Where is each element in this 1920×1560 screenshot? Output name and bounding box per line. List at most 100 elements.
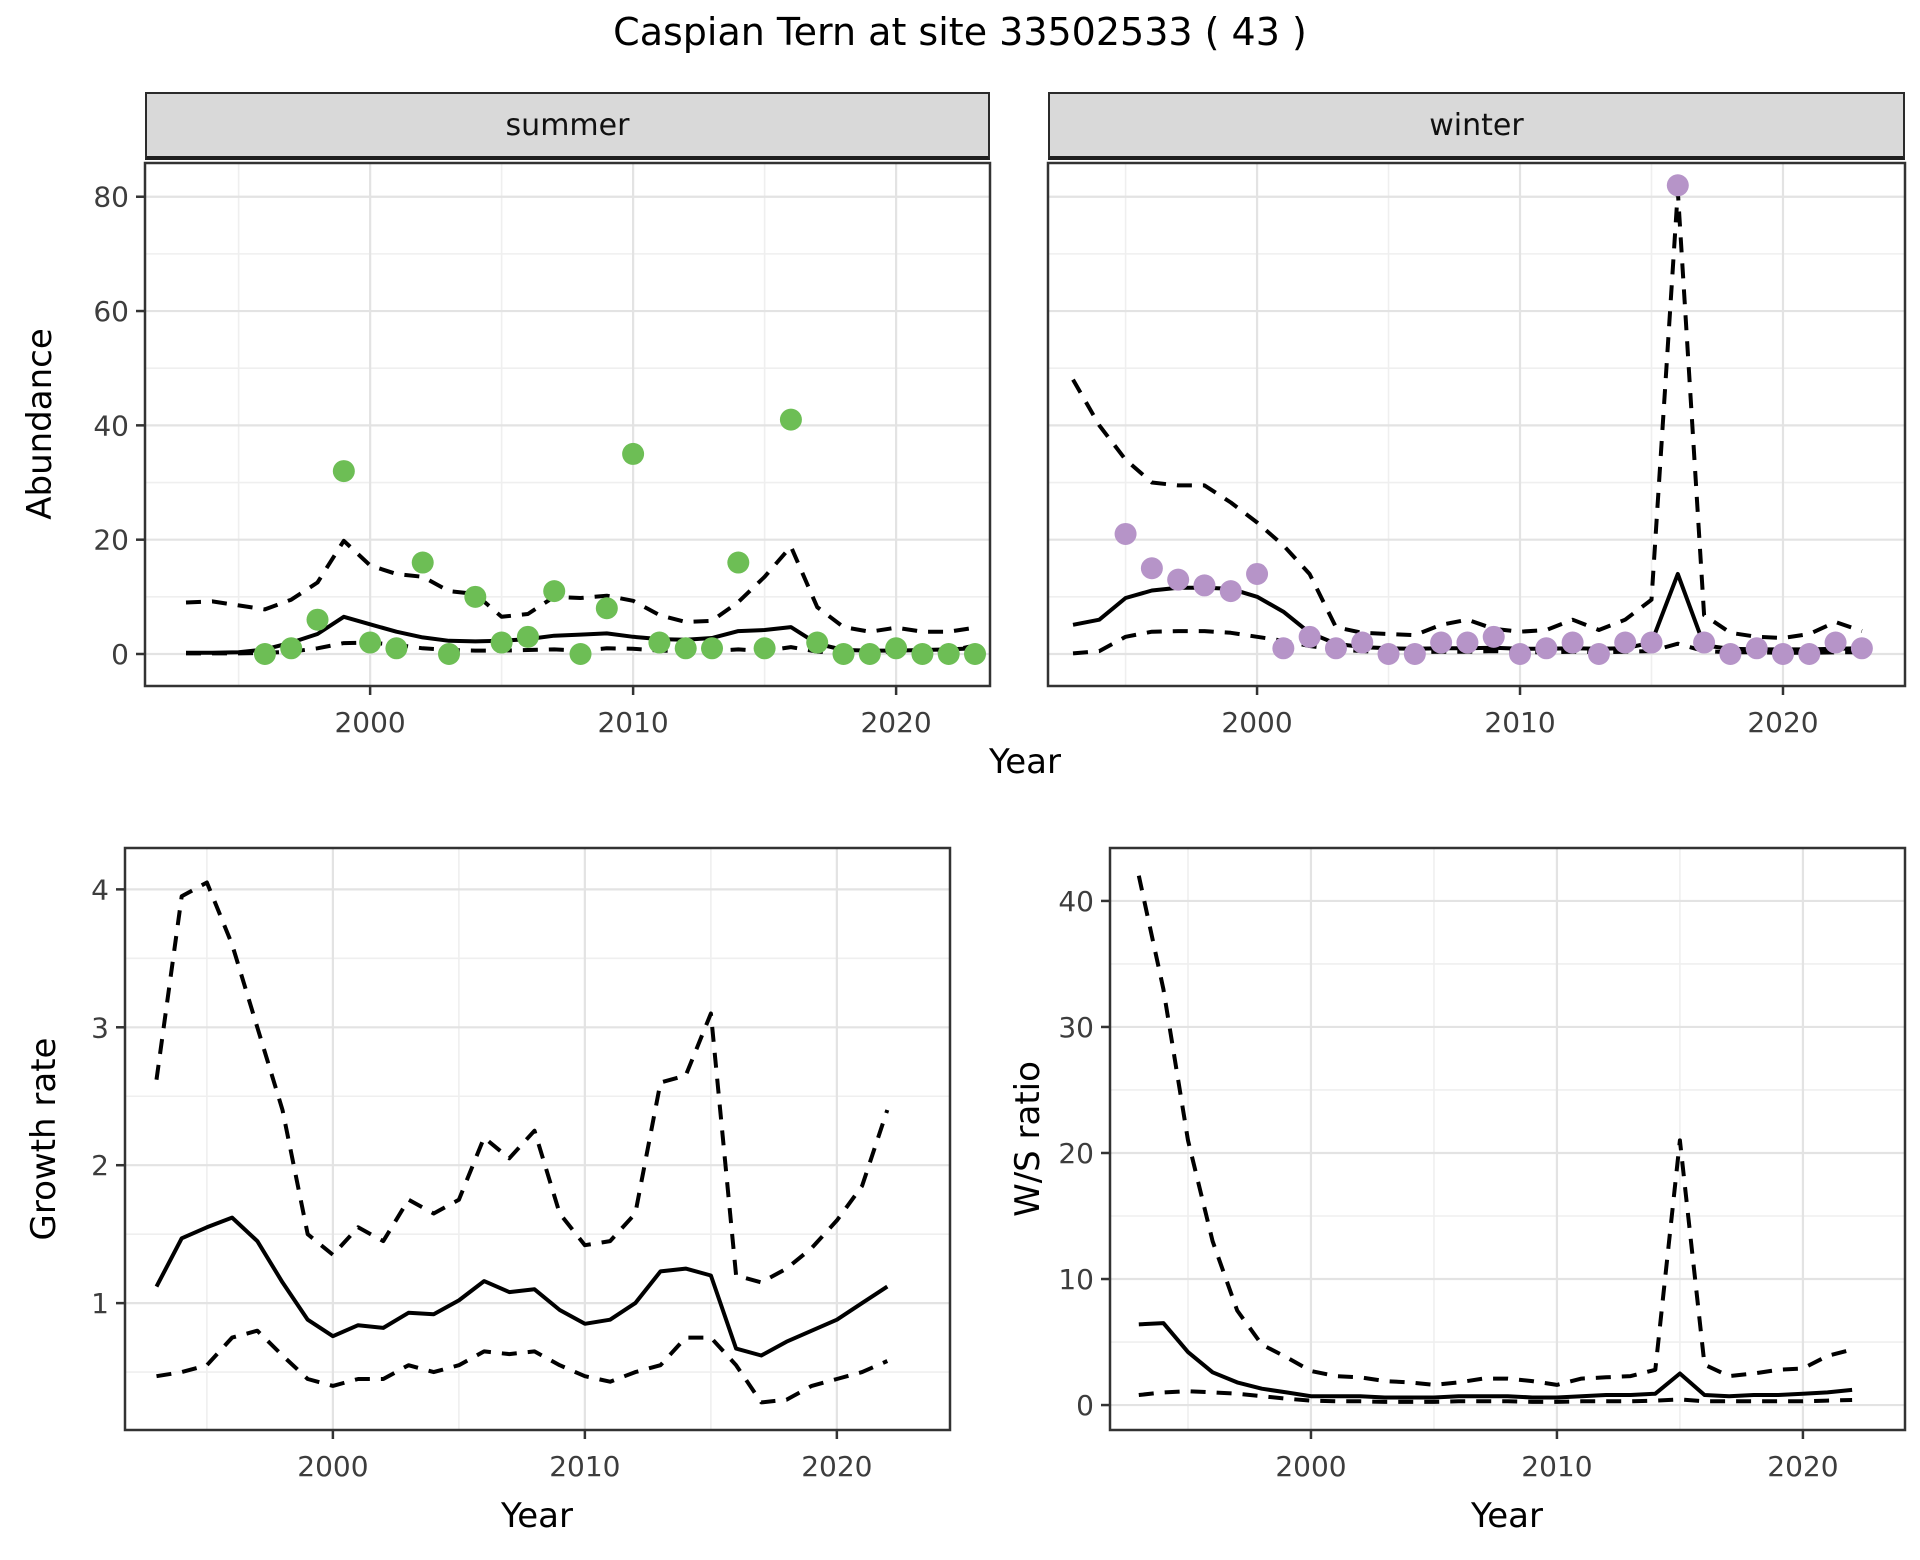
observation-dot-winter — [1193, 574, 1216, 597]
observation-dot-summer — [332, 460, 355, 483]
observation-dot-winter — [1587, 642, 1610, 665]
observation-dot-summer — [674, 637, 697, 660]
y-tick-label: 3 — [91, 1011, 109, 1044]
observation-dot-summer — [516, 625, 539, 648]
observation-dot-summer — [779, 408, 802, 431]
y-tick-label: 20 — [1058, 1137, 1094, 1170]
observation-dot-summer — [964, 642, 987, 665]
observation-dot-winter — [1561, 631, 1584, 654]
observation-dot-winter — [1114, 522, 1137, 545]
x-tick-label: 2010 — [549, 1450, 620, 1483]
panel-border — [123, 846, 952, 1432]
observation-dot-winter — [1430, 631, 1453, 654]
median-line — [154, 1215, 889, 1358]
panel-abundance_summer: 2000 2010 2020 0 20 40 60 80 — [93, 161, 992, 739]
x-tick-label: 2000 — [1275, 1450, 1346, 1483]
observation-dot-summer — [306, 608, 329, 631]
panel-background — [1110, 848, 1905, 1430]
panel-border — [1046, 161, 1907, 688]
observation-dot-summer — [937, 642, 960, 665]
observation-dot-winter — [1324, 637, 1347, 660]
observation-dot-winter — [1771, 642, 1794, 665]
y-tick-label: 40 — [93, 409, 129, 442]
facet-strip-winter: winter — [1048, 92, 1905, 160]
y-tick-label: 0 — [1076, 1389, 1094, 1422]
observation-dot-summer — [595, 597, 618, 620]
series-group — [154, 880, 890, 1405]
observation-dot-summer — [753, 637, 776, 660]
x-axis-title-year-ws: Year — [1471, 1496, 1543, 1536]
observation-dot-winter — [1666, 174, 1689, 197]
facet-label-winter: winter — [1429, 107, 1524, 143]
observation-dot-summer — [385, 637, 408, 660]
observation-dot-summer — [411, 551, 434, 574]
x-tick-label: 2000 — [334, 706, 405, 739]
ci-lower-line — [156, 1328, 889, 1405]
observation-dot-winter — [1377, 642, 1400, 665]
observation-dot-summer — [727, 551, 750, 574]
y-tick-label: 40 — [1058, 885, 1094, 918]
observation-dot-summer — [569, 642, 592, 665]
panel-growth_rate: 2000 2010 2020 1 2 3 4 — [91, 846, 952, 1483]
observation-dot-winter — [1535, 637, 1558, 660]
x-tick-label: 2000 — [1221, 706, 1292, 739]
x-axis-title-year-growth: Year — [501, 1496, 573, 1536]
x-tick-label: 2010 — [1484, 706, 1555, 739]
observation-dot-summer — [253, 642, 276, 665]
observation-dot-winter — [1298, 625, 1321, 648]
series-group — [1136, 875, 1853, 1404]
observation-dot-winter — [1693, 631, 1716, 654]
observation-dot-winter — [1719, 642, 1742, 665]
x-tick-label: 2010 — [597, 706, 668, 739]
observation-dot-winter — [1140, 557, 1163, 580]
x-axis-title-year-top: Year — [989, 742, 1061, 782]
observation-dot-winter — [1850, 637, 1873, 660]
observation-dot-winter — [1246, 562, 1269, 585]
x-tick-label: 2010 — [1521, 1450, 1592, 1483]
y-tick-label: 0 — [111, 638, 129, 671]
panel-abundance_winter: 2000 2010 2020 — [1046, 161, 1907, 739]
panel-ws_ratio: 2000 2010 2020 0 10 20 30 40 — [1058, 846, 1907, 1483]
y-tick-label: 80 — [93, 181, 129, 214]
observation-dot-winter — [1272, 637, 1295, 660]
observation-dot-winter — [1614, 631, 1637, 654]
observation-dot-summer — [701, 637, 724, 660]
median-line — [1138, 1321, 1853, 1400]
y-tick-label: 20 — [93, 524, 129, 557]
observation-dot-summer — [858, 642, 881, 665]
observation-dot-summer — [280, 637, 303, 660]
observation-dot-summer — [359, 631, 382, 654]
observation-dot-winter — [1745, 637, 1768, 660]
y-tick-label: 10 — [1058, 1263, 1094, 1296]
observation-dot-summer — [648, 631, 671, 654]
panel-background — [125, 848, 950, 1430]
observation-dot-winter — [1351, 631, 1374, 654]
observation-dot-winter — [1824, 631, 1847, 654]
series-group — [1071, 174, 1873, 665]
x-tick-label: 2020 — [1767, 1450, 1838, 1483]
observation-dot-winter — [1509, 642, 1532, 665]
x-tick-label: 2020 — [801, 1450, 872, 1483]
y-tick-label: 60 — [93, 295, 129, 328]
observation-dot-winter — [1456, 631, 1479, 654]
observation-dot-summer — [885, 637, 908, 660]
ci-upper-line — [185, 538, 976, 634]
observation-dot-summer — [806, 631, 829, 654]
panel-border — [1108, 846, 1907, 1432]
observation-dot-summer — [438, 642, 461, 665]
observation-dot-winter — [1167, 568, 1190, 591]
observation-dot-summer — [622, 442, 645, 465]
x-tick-label: 2020 — [1747, 706, 1818, 739]
observation-dot-summer — [490, 631, 513, 654]
x-tick-label: 2000 — [297, 1450, 368, 1483]
y-tick-label: 30 — [1058, 1011, 1094, 1044]
observation-dot-winter — [1482, 625, 1505, 648]
observation-dot-summer — [464, 585, 487, 608]
observation-dot-winter — [1640, 631, 1663, 654]
ci-upper-line — [1071, 189, 1863, 640]
ci-upper-line — [1136, 875, 1853, 1387]
observation-dot-summer — [832, 642, 855, 665]
observation-dot-summer — [543, 580, 566, 603]
y-tick-label: 1 — [91, 1287, 109, 1320]
